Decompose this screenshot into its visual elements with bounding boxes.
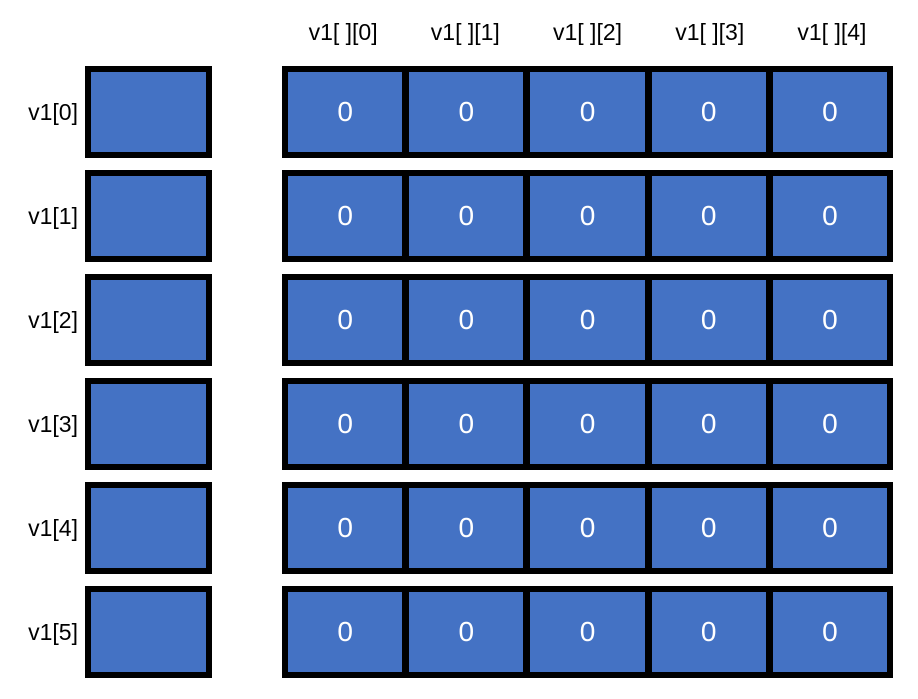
vector-cell: 0 xyxy=(409,72,524,152)
vector-cell: 0 xyxy=(409,592,524,672)
vector-cell: 0 xyxy=(530,72,645,152)
vector-cell: 0 xyxy=(772,176,888,256)
vector-cell: 0 xyxy=(651,72,766,152)
vector-cell: 0 xyxy=(651,280,766,360)
vector-row: v1[5] 0 0 0 0 0 xyxy=(0,586,918,678)
vector-cell: 0 xyxy=(772,488,888,568)
row-label: v1[5] xyxy=(28,618,78,645)
vector-cell: 0 xyxy=(772,384,888,464)
row-label: v1[4] xyxy=(28,514,78,541)
column-headers: v1[ ][0] v1[ ][1] v1[ ][2] v1[ ][3] v1[ … xyxy=(282,16,893,48)
vector-row: v1[1] 0 0 0 0 0 xyxy=(0,170,918,262)
vector-cell: 0 xyxy=(409,176,524,256)
vector-cell: 0 xyxy=(288,592,403,672)
vector-cell: 0 xyxy=(530,384,645,464)
outer-element-box xyxy=(85,586,212,678)
vector-cell: 0 xyxy=(772,592,888,672)
vector-cell: 0 xyxy=(651,488,766,568)
vector-cell: 0 xyxy=(530,176,645,256)
vector-row: v1[3] 0 0 0 0 0 xyxy=(0,378,918,470)
vector-cell: 0 xyxy=(772,72,888,152)
vector-cell: 0 xyxy=(288,384,403,464)
column-header: v1[ ][3] xyxy=(675,19,745,45)
vector-cell: 0 xyxy=(530,280,645,360)
vector-row: v1[2] 0 0 0 0 0 xyxy=(0,274,918,366)
vector-cell: 0 xyxy=(288,488,403,568)
vector-cell: 0 xyxy=(288,72,403,152)
inner-vector-strip: 0 0 0 0 0 xyxy=(282,586,893,678)
inner-vector-strip: 0 0 0 0 0 xyxy=(282,274,893,366)
vector-cell: 0 xyxy=(288,280,403,360)
row-label: v1[2] xyxy=(28,306,78,333)
vector-row: v1[0] 0 0 0 0 0 xyxy=(0,66,918,158)
vector-cell: 0 xyxy=(530,592,645,672)
outer-element-box xyxy=(85,170,212,262)
vector-cell: 0 xyxy=(409,280,524,360)
inner-vector-strip: 0 0 0 0 0 xyxy=(282,66,893,158)
inner-vector-strip: 0 0 0 0 0 xyxy=(282,482,893,574)
vector-cell: 0 xyxy=(409,384,524,464)
vector-cell: 0 xyxy=(651,176,766,256)
vector-row: v1[4] 0 0 0 0 0 xyxy=(0,482,918,574)
vector-cell: 0 xyxy=(530,488,645,568)
vector-cell: 0 xyxy=(651,592,766,672)
row-label: v1[0] xyxy=(28,98,78,125)
outer-element-box xyxy=(85,66,212,158)
column-header: v1[ ][0] xyxy=(308,19,378,45)
outer-element-box xyxy=(85,378,212,470)
vector-cell: 0 xyxy=(651,384,766,464)
vector-cell: 0 xyxy=(409,488,524,568)
outer-element-box xyxy=(85,274,212,366)
inner-vector-strip: 0 0 0 0 0 xyxy=(282,170,893,262)
vector-cell: 0 xyxy=(288,176,403,256)
inner-vector-strip: 0 0 0 0 0 xyxy=(282,378,893,470)
row-label: v1[1] xyxy=(28,202,78,229)
column-header: v1[ ][4] xyxy=(797,19,867,45)
vector-cell: 0 xyxy=(772,280,888,360)
column-header: v1[ ][2] xyxy=(552,19,623,45)
row-label: v1[3] xyxy=(28,410,78,437)
column-header: v1[ ][1] xyxy=(430,19,500,45)
outer-element-box xyxy=(85,482,212,574)
